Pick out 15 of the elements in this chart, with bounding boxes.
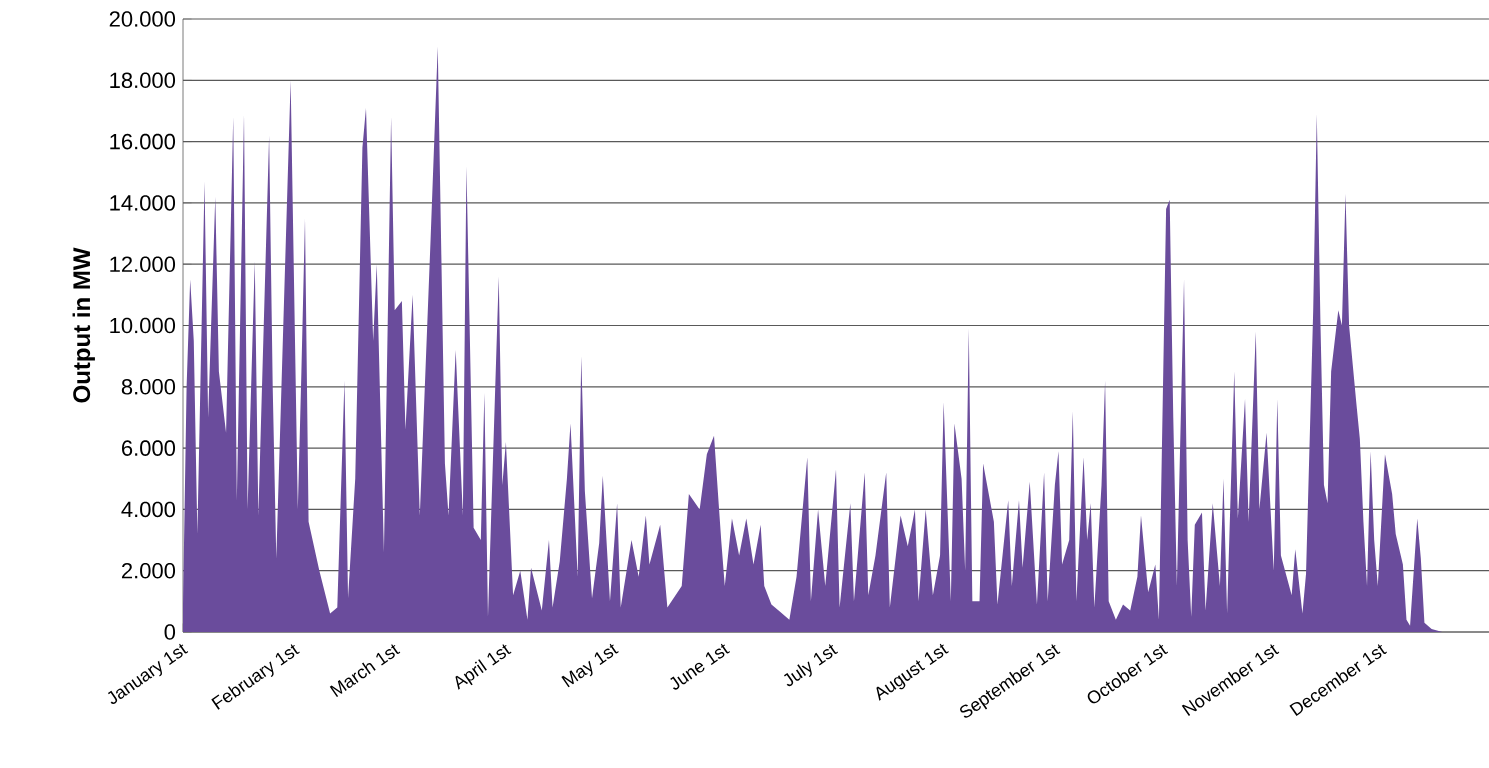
y-tick-label: 20.000 [109, 11, 176, 27]
y-tick-label: 8.000 [121, 379, 176, 395]
y-tick-label: 4.000 [121, 501, 176, 518]
y-tick-label: 16.000 [110, 133, 176, 150]
x-tick-label: July 1st [784, 644, 838, 687]
x-tick-label: June 1st [670, 643, 730, 690]
y-tick-label: 18.000 [110, 72, 176, 89]
y-axis-title: Output in MW [72, 247, 95, 403]
y-tick-label: 6.000 [122, 440, 176, 456]
y-tick-label: 10.000 [110, 317, 176, 334]
y-tick-label: 2.000 [121, 562, 176, 579]
y-tick-label: 0 [164, 624, 176, 640]
x-tick-label: May 1st [561, 643, 619, 688]
y-tick-label: 14.000 [110, 195, 176, 211]
y-tick-label: 12.000 [110, 256, 176, 272]
